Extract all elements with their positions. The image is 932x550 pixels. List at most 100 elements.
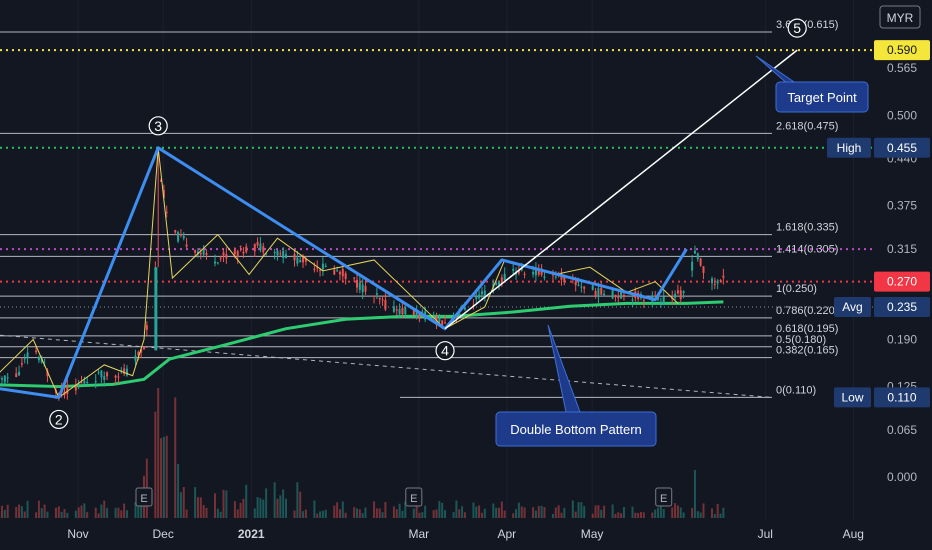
currency-badge[interactable] bbox=[879, 5, 921, 29]
candle-body bbox=[46, 370, 49, 377]
price-marker-tag-label: High bbox=[837, 141, 862, 155]
volume-bar bbox=[3, 510, 6, 518]
candle-body bbox=[679, 290, 682, 300]
wave-point-marker[interactable] bbox=[148, 116, 168, 136]
volume-bar bbox=[543, 507, 546, 518]
volume-bar bbox=[100, 504, 103, 518]
volume-bar bbox=[66, 512, 69, 518]
candle-body bbox=[97, 372, 100, 374]
candle-body bbox=[702, 266, 705, 273]
volume-bar bbox=[517, 502, 520, 518]
candle-body bbox=[577, 284, 580, 286]
double-bottom-callout[interactable] bbox=[495, 411, 657, 447]
candle-body bbox=[302, 256, 305, 263]
candle-body bbox=[15, 373, 18, 378]
volume-bar bbox=[384, 502, 387, 518]
volume-bar bbox=[441, 502, 444, 518]
price-marker-badge[interactable] bbox=[874, 296, 930, 317]
volume-bar bbox=[591, 513, 594, 518]
candle-body bbox=[174, 230, 177, 233]
fib-level-label: 2.618(0.475) bbox=[776, 120, 838, 132]
candle-body bbox=[543, 276, 546, 278]
volume-bar bbox=[273, 482, 276, 518]
earnings-marker[interactable] bbox=[135, 487, 153, 507]
candle-body bbox=[384, 299, 387, 310]
wave-point-label: 3 bbox=[154, 118, 162, 134]
price-marker-badge[interactable] bbox=[874, 387, 930, 408]
candle-body bbox=[134, 355, 137, 361]
candle-body bbox=[622, 294, 625, 298]
ma-line bbox=[0, 300, 724, 389]
volume-bar bbox=[634, 512, 637, 518]
candle-body bbox=[563, 274, 566, 283]
volume-bar bbox=[537, 506, 540, 518]
price-marker-badge[interactable] bbox=[874, 271, 930, 292]
volume-bar bbox=[691, 508, 694, 518]
candle-body bbox=[273, 251, 276, 253]
candle-body bbox=[412, 310, 415, 316]
volume-bar bbox=[472, 502, 475, 518]
volume-bar bbox=[418, 512, 421, 518]
volume-bar bbox=[375, 508, 378, 518]
candle-body bbox=[554, 276, 557, 278]
volume-bar bbox=[631, 506, 634, 518]
volume-bar bbox=[614, 513, 617, 518]
volume-bar bbox=[515, 509, 518, 518]
price-marker-tag[interactable] bbox=[834, 387, 871, 408]
price-marker-value: 0.590 bbox=[887, 43, 917, 57]
wave-point-label: 4 bbox=[441, 343, 449, 359]
volume-bar bbox=[279, 495, 282, 518]
volume-bar bbox=[682, 512, 685, 518]
target-point-callout[interactable] bbox=[775, 81, 869, 113]
volume-bar bbox=[478, 505, 481, 518]
candle-body bbox=[591, 285, 594, 290]
volume-bar bbox=[199, 497, 202, 518]
volume-bar bbox=[642, 512, 645, 518]
candle-body bbox=[3, 375, 6, 383]
x-tick-label: Mar bbox=[408, 527, 429, 541]
candle-body bbox=[137, 352, 140, 355]
wave-point-marker[interactable] bbox=[435, 341, 455, 361]
price-marker-badge[interactable] bbox=[874, 40, 930, 61]
candle-body bbox=[233, 250, 236, 255]
candle-body bbox=[1, 378, 3, 380]
candle-body bbox=[120, 369, 123, 371]
elliott-wave[interactable]: 2 3 4 5 bbox=[0, 18, 807, 430]
volume-bar bbox=[256, 497, 259, 518]
candle-body bbox=[600, 287, 603, 295]
price-marker-tag[interactable] bbox=[834, 296, 871, 317]
candle-body bbox=[165, 212, 168, 214]
volume-bar bbox=[611, 504, 614, 518]
price-marker-value: 0.235 bbox=[887, 300, 917, 314]
wave-point-marker[interactable] bbox=[49, 409, 69, 430]
candle-body bbox=[245, 246, 248, 253]
earnings-marker[interactable] bbox=[405, 487, 423, 507]
price-marker-tag-label: Avg bbox=[842, 300, 862, 314]
price-axis[interactable]: 0.5650.5000.4400.3750.3150.1900.1250.065… bbox=[827, 0, 932, 550]
x-tick-label: May bbox=[581, 527, 604, 541]
volume-bar bbox=[293, 510, 296, 518]
earnings-marker[interactable] bbox=[655, 487, 673, 507]
candle-body bbox=[304, 258, 307, 262]
double-bottom-text: Double Bottom Pattern bbox=[510, 422, 642, 437]
volume-bar bbox=[353, 507, 356, 518]
candle-body bbox=[418, 313, 421, 319]
volume-bar bbox=[214, 493, 216, 518]
price-marker-tag[interactable] bbox=[827, 137, 871, 158]
callouts[interactable]: Target Point Double Bottom Pattern bbox=[495, 55, 869, 447]
wave-point-marker[interactable] bbox=[787, 18, 807, 38]
candle-body bbox=[401, 307, 404, 315]
price-marker-badge[interactable] bbox=[874, 137, 930, 158]
volume-bar bbox=[222, 489, 225, 518]
candle-body bbox=[711, 278, 713, 284]
currency-label[interactable]: MYR bbox=[887, 11, 914, 25]
candle-body bbox=[239, 245, 242, 247]
volume-bar bbox=[165, 435, 168, 518]
candle-body bbox=[196, 251, 199, 255]
candle-body bbox=[631, 299, 634, 301]
zigzag-overlay bbox=[0, 147, 679, 399]
volume-bar bbox=[378, 508, 381, 518]
volume-bar bbox=[532, 507, 535, 518]
